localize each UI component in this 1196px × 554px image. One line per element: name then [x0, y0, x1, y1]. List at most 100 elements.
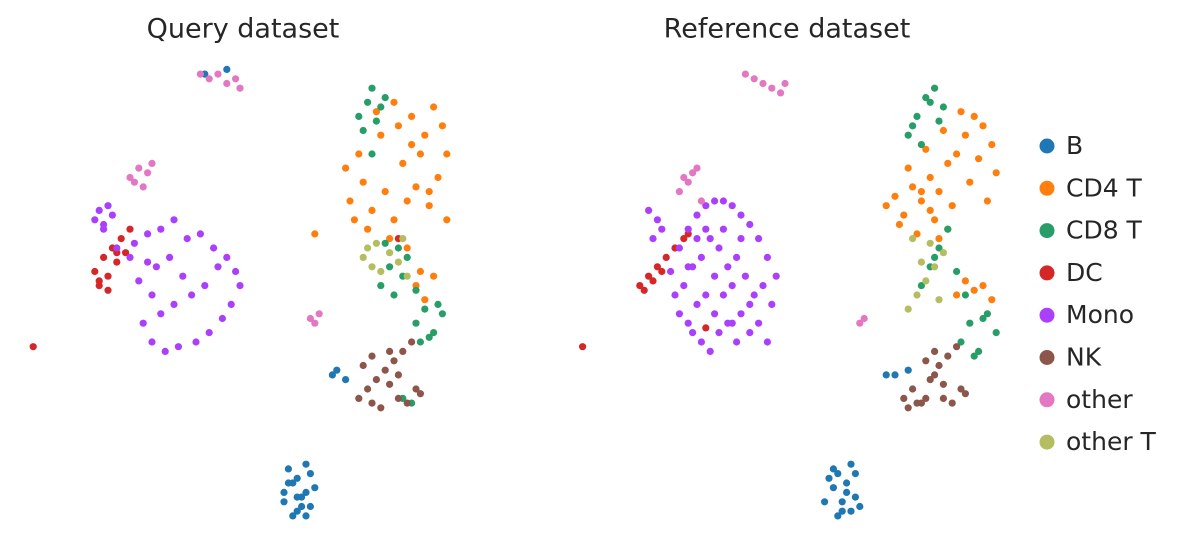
point: [931, 216, 939, 224]
point: [377, 404, 385, 412]
point: [860, 314, 868, 323]
point: [113, 244, 121, 252]
point: [188, 291, 196, 299]
point: [675, 310, 684, 318]
point: [218, 314, 226, 323]
point: [293, 474, 301, 482]
point: [909, 385, 917, 393]
point: [931, 347, 939, 355]
point: [856, 319, 864, 327]
point: [192, 338, 200, 346]
legend-label: NK: [1066, 343, 1102, 372]
point: [196, 70, 204, 78]
point: [372, 376, 380, 384]
point: [684, 225, 692, 233]
point: [364, 225, 372, 233]
point: [302, 512, 310, 520]
point: [856, 502, 864, 511]
point: [728, 202, 736, 210]
point: [926, 98, 934, 106]
point: [944, 159, 952, 167]
point: [113, 258, 121, 266]
point: [359, 253, 367, 261]
legend-swatch: [1039, 180, 1055, 196]
point: [381, 239, 389, 247]
point: [702, 202, 710, 210]
point: [680, 235, 688, 243]
point: [772, 272, 780, 280]
point: [939, 249, 948, 257]
point: [658, 267, 666, 276]
panel-title: Query dataset: [147, 14, 340, 45]
point: [728, 282, 736, 290]
point: [232, 75, 240, 83]
point: [935, 188, 943, 196]
legend-swatch: [1039, 138, 1055, 154]
point: [724, 263, 732, 271]
point: [697, 197, 706, 205]
point: [416, 338, 424, 346]
point: [931, 253, 939, 261]
point: [640, 286, 648, 294]
point: [579, 343, 587, 351]
point: [693, 300, 701, 308]
point: [425, 333, 433, 341]
point: [715, 329, 723, 337]
point: [961, 131, 970, 139]
point: [394, 244, 402, 252]
point: [992, 169, 1000, 177]
point: [781, 79, 789, 88]
point: [843, 488, 851, 496]
point: [403, 399, 411, 407]
point: [939, 126, 948, 135]
point: [386, 235, 394, 243]
point: [108, 211, 116, 219]
point: [157, 225, 165, 233]
point: [675, 188, 684, 196]
point: [412, 319, 420, 327]
point: [223, 65, 231, 73]
point: [386, 380, 394, 388]
legend-label: B: [1066, 131, 1083, 160]
point: [847, 460, 855, 468]
point: [359, 178, 367, 186]
point: [284, 479, 292, 487]
point: [944, 225, 952, 233]
point: [139, 319, 147, 327]
point: [724, 319, 732, 327]
point: [152, 263, 160, 271]
point: [311, 230, 319, 238]
point: [939, 394, 948, 402]
point: [368, 84, 376, 92]
point: [750, 291, 758, 299]
legend-swatch: [1039, 392, 1055, 408]
point: [166, 253, 174, 261]
point: [953, 267, 961, 276]
point: [931, 84, 939, 92]
legend-label: CD4 T: [1066, 173, 1143, 202]
point: [135, 277, 143, 285]
point: [355, 394, 363, 402]
point: [711, 197, 719, 205]
point: [829, 465, 838, 473]
legend-swatch: [1039, 265, 1055, 281]
point: [434, 300, 442, 308]
point: [104, 272, 112, 280]
point: [403, 197, 411, 205]
point: [386, 263, 394, 271]
point: [399, 347, 407, 355]
point: [689, 329, 697, 337]
point: [847, 507, 855, 515]
point: [953, 150, 961, 158]
point: [421, 305, 429, 313]
point: [381, 366, 389, 374]
point: [953, 291, 961, 299]
point: [117, 235, 125, 243]
point: [372, 239, 380, 247]
point: [825, 474, 833, 482]
point: [289, 512, 297, 520]
point: [702, 225, 710, 233]
point: [926, 376, 934, 384]
point: [944, 352, 952, 360]
